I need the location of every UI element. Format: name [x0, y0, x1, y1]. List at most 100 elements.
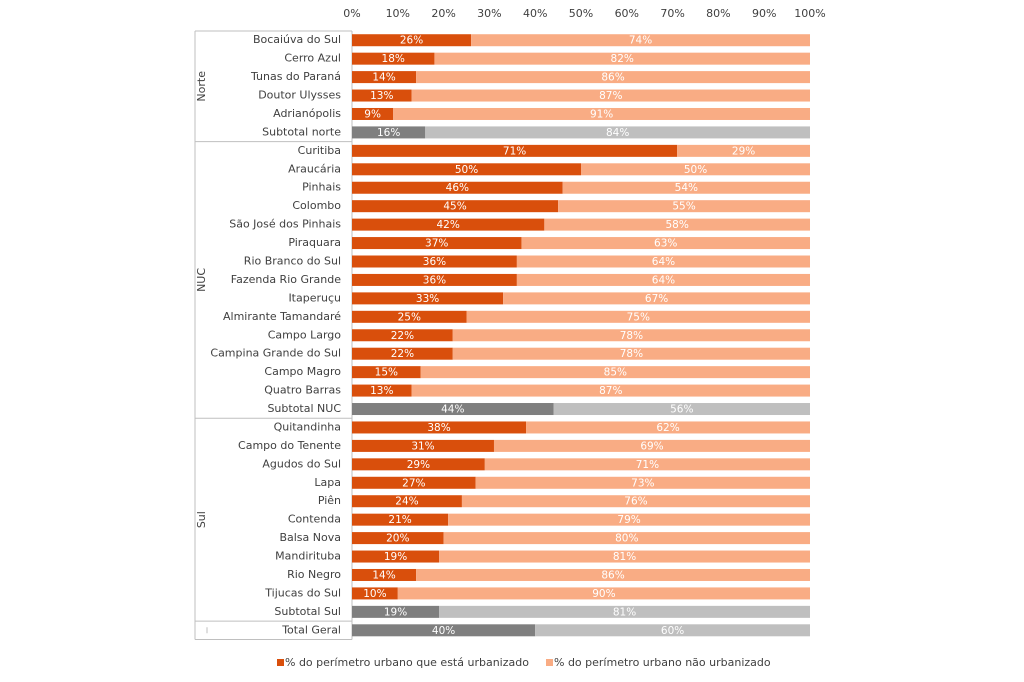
group-label: Sul: [195, 511, 208, 528]
data-label: 75%: [627, 311, 650, 323]
bar-segment: [466, 310, 810, 323]
data-label: 44%: [441, 404, 464, 416]
bar-segment: [352, 107, 394, 120]
bar-segment: [352, 495, 462, 508]
bar-segment: [352, 550, 440, 563]
data-label: 10%: [363, 588, 386, 600]
category-label: Curitiba: [298, 144, 341, 157]
bar-segment: [352, 292, 504, 305]
category-label: Adrianópolis: [273, 107, 341, 120]
legend-label: % do perímetro urbano não urbanizado: [554, 656, 771, 669]
category-label: Campo do Tenente: [238, 439, 341, 452]
bar-segment: [352, 605, 440, 618]
bar-segment: [475, 476, 810, 489]
data-label: 16%: [377, 127, 400, 139]
bar-segment: [558, 200, 810, 213]
bar-segment: [352, 273, 517, 286]
group-label: NUC: [195, 268, 208, 292]
bar-segment: [434, 52, 810, 65]
category-label: Quitandinha: [274, 420, 341, 433]
bar-segment: [416, 71, 810, 84]
bar-segment: [352, 366, 421, 379]
bar-segment: [352, 458, 485, 471]
data-label: 40%: [432, 625, 455, 637]
bar-segment: [352, 89, 412, 102]
data-label: 36%: [423, 274, 446, 286]
category-label: Rio Branco do Sul: [244, 255, 341, 268]
category-label: Lapa: [314, 476, 341, 489]
bar-segment: [352, 329, 453, 342]
bar-segment: [352, 513, 449, 526]
category-label: Tijucas do Sul: [264, 586, 341, 599]
bar-segment: [393, 107, 810, 120]
data-label: 25%: [398, 311, 421, 323]
bar-segment: [397, 587, 810, 600]
data-label: 78%: [620, 348, 643, 360]
data-label: 56%: [670, 404, 693, 416]
category-label: Balsa Nova: [279, 531, 341, 544]
data-label: 31%: [411, 440, 434, 452]
category-label: Quatro Barras: [264, 384, 341, 397]
x-tick-label: 50%: [569, 7, 593, 20]
bar-segment: [411, 89, 810, 102]
bar-segment: [352, 347, 453, 360]
data-label: 50%: [455, 164, 478, 176]
bar-segment: [352, 439, 494, 452]
data-label: 21%: [388, 514, 411, 526]
category-label: Tunas do Paraná: [250, 70, 341, 83]
bar-segment: [452, 329, 810, 342]
bar-segment: [443, 532, 810, 545]
data-label: 78%: [620, 330, 643, 342]
bar-segment: [461, 495, 810, 508]
data-label: 42%: [437, 219, 460, 231]
category-label: Subtotal NUC: [267, 402, 341, 415]
bar-segment: [352, 163, 581, 176]
data-label: 73%: [631, 477, 654, 489]
data-label: 87%: [599, 385, 622, 397]
category-label: Piraquara: [288, 236, 341, 249]
bar-segment: [352, 200, 559, 213]
bar-segment: [352, 126, 426, 139]
category-label: Colombo: [292, 199, 341, 212]
category-label: Araucária: [288, 162, 341, 175]
data-label: 18%: [382, 53, 405, 65]
data-label: 69%: [640, 440, 663, 452]
data-label: 38%: [427, 422, 450, 434]
data-label: 58%: [666, 219, 689, 231]
bar-segment: [411, 384, 810, 397]
bar-segment: [352, 421, 527, 434]
data-label: 20%: [386, 533, 409, 545]
data-label: 62%: [656, 422, 679, 434]
x-tick-label: 10%: [386, 7, 410, 20]
bar-segment: [352, 52, 435, 65]
data-label: 50%: [684, 164, 707, 176]
data-label: 37%: [425, 238, 448, 250]
category-label: Contenda: [288, 513, 341, 526]
bar-segment: [352, 476, 476, 489]
data-label: 26%: [400, 35, 423, 47]
data-label: 74%: [629, 35, 652, 47]
bar-segment: [352, 255, 517, 268]
category-label: Subtotal Sul: [274, 605, 341, 618]
data-label: 24%: [395, 496, 418, 508]
data-label: 63%: [654, 238, 677, 250]
legend-swatch: [277, 659, 284, 666]
data-label: 19%: [384, 606, 407, 618]
bar-segment: [516, 255, 810, 268]
bar-segment: [352, 218, 545, 231]
bar-segment: [439, 550, 810, 563]
bar-segment: [521, 237, 810, 250]
legend-swatch: [546, 659, 553, 666]
data-label: 64%: [652, 274, 675, 286]
group-label: Norte: [195, 71, 208, 102]
data-label: 87%: [599, 90, 622, 102]
category-label: Piên: [318, 494, 341, 507]
x-tick-label: 30%: [477, 7, 501, 20]
bar-segment: [420, 366, 810, 379]
data-label: 27%: [402, 477, 425, 489]
category-label: Subtotal norte: [262, 125, 341, 138]
x-tick-label: 70%: [660, 7, 684, 20]
data-label: 81%: [613, 551, 636, 563]
bar-segment: [352, 532, 444, 545]
bar-segment: [553, 403, 810, 416]
